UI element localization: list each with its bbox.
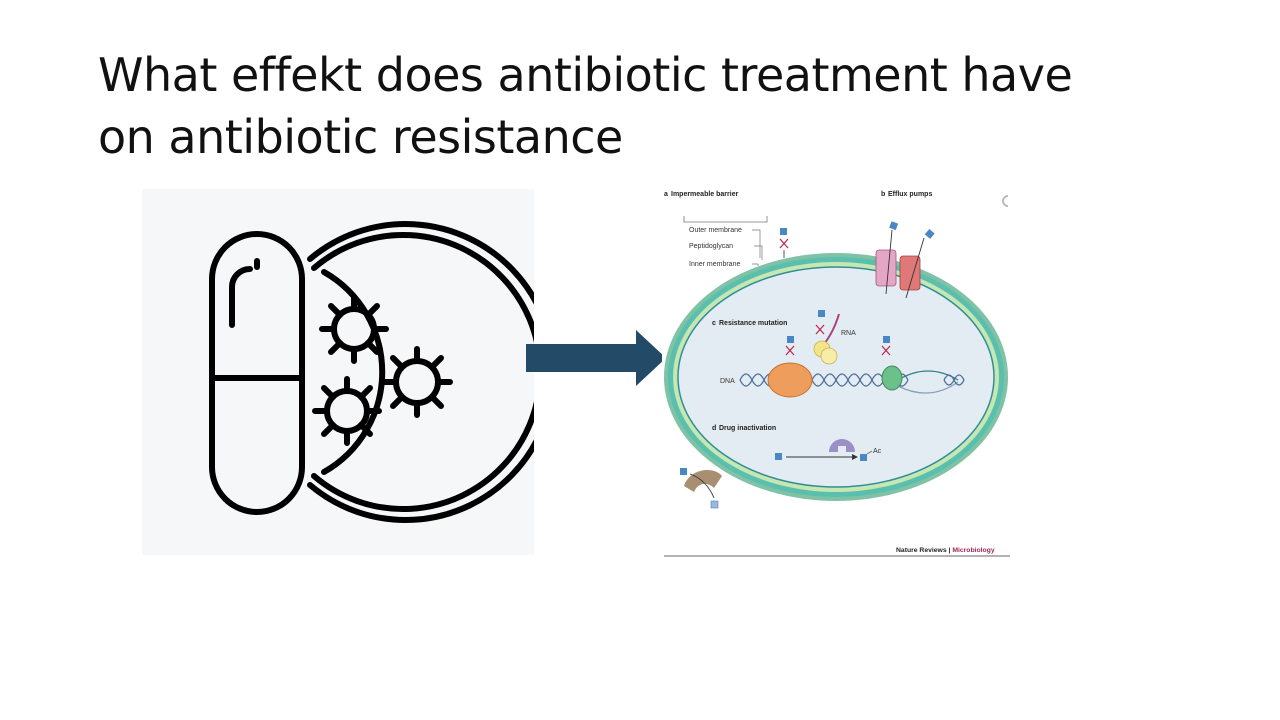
- resistance-mechanisms-figure: a Impermeable barrier b Efflux pumps c R…: [662, 186, 1012, 558]
- panel-c-letter: c: [712, 320, 716, 327]
- dna-helix: [739, 370, 965, 394]
- mutated-target-icon: [881, 365, 903, 391]
- panel-a-letter: a: [664, 191, 668, 198]
- source-section: Microbiology: [952, 547, 995, 554]
- panel-d-letter: d: [712, 425, 716, 432]
- antibiotic-icon-panel: [142, 189, 534, 555]
- membrane-bracket: [683, 216, 768, 223]
- cytoplasm: [677, 266, 995, 488]
- panel-b-label: Efflux pumps: [888, 191, 932, 198]
- panel-a-label: Impermeable barrier: [671, 191, 739, 198]
- source-journal: Nature Reviews: [896, 547, 947, 554]
- membrane-enzyme-icon: [680, 468, 722, 509]
- antibiotic-illustration: [209, 221, 534, 523]
- outer-membrane-label: Outer membrane: [689, 227, 742, 234]
- dna-target-enzyme-icon: [767, 362, 813, 398]
- rna-label: RNA: [841, 330, 856, 337]
- inactivating-enzyme-icon: Ac: [775, 439, 882, 461]
- drug-molecule-icon: [779, 228, 789, 258]
- dna-label: DNA: [720, 378, 735, 385]
- right-arrow: [526, 330, 666, 386]
- bacteria-icon: [312, 294, 453, 446]
- slide-title-line-2: on antibiotic resistance: [98, 110, 623, 164]
- efflux-pump-icon: [875, 221, 935, 299]
- capsule-icon: [209, 231, 305, 515]
- peptidoglycan-label: Peptidoglycan: [689, 243, 733, 250]
- panel-b-letter: b: [881, 191, 885, 198]
- figure-source: Nature Reviews | Microbiology: [896, 547, 995, 554]
- inner-membrane-label: Inner membrane: [689, 261, 740, 268]
- source-separator: |: [947, 547, 953, 554]
- slide-title-line-1: What effekt does antibiotic treatment ha…: [98, 48, 1073, 102]
- panel-d-label: Drug inactivation: [719, 425, 776, 432]
- acetyl-label: Ac: [873, 448, 882, 455]
- ribosome-icon: [813, 340, 838, 365]
- slide-title: What effekt does antibiotic treatment ha…: [98, 44, 1178, 168]
- petri-dish-bacteria-icon: [307, 221, 534, 523]
- panel-c-label: Resistance mutation: [719, 320, 787, 327]
